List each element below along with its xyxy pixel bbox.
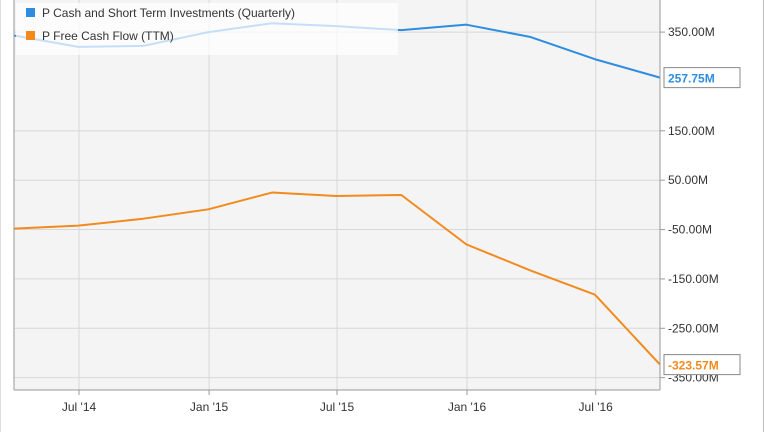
x-tick-label: Jul '16 [579, 400, 614, 414]
y-tick-label: 350.00M [668, 25, 715, 39]
end-label-box [663, 354, 741, 376]
y-tick-label: 50.00M [668, 173, 708, 187]
legend-entry: P Free Cash Flow (TTM) [42, 29, 174, 43]
grid [14, 0, 660, 390]
legend-entry: P Cash and Short Term Investments (Quart… [42, 6, 295, 20]
end-labels: 257.75M -323.57M [663, 67, 741, 376]
end-value-label: 257.75M [668, 72, 715, 86]
y-tick-label: -250.00M [668, 321, 719, 335]
legend-swatch [26, 8, 35, 17]
x-tick-label: Jul '15 [320, 400, 355, 414]
legend-box [16, 3, 398, 55]
y-tick-label: -50.00M [668, 223, 712, 237]
x-tick-label: Jan '15 [190, 400, 229, 414]
y-tick-label: -150.00M [668, 272, 719, 286]
x-tick-label: Jan '16 [448, 400, 487, 414]
legend: P Cash and Short Term Investments (Quart… [16, 3, 398, 55]
end-value-label: -323.57M [668, 359, 719, 373]
legend-swatch [26, 31, 35, 40]
series-line-1 [13, 191, 661, 366]
end-label-box [663, 67, 741, 89]
y-tick-label: 150.00M [668, 124, 715, 138]
x-tick-label: Jul '14 [62, 400, 97, 414]
